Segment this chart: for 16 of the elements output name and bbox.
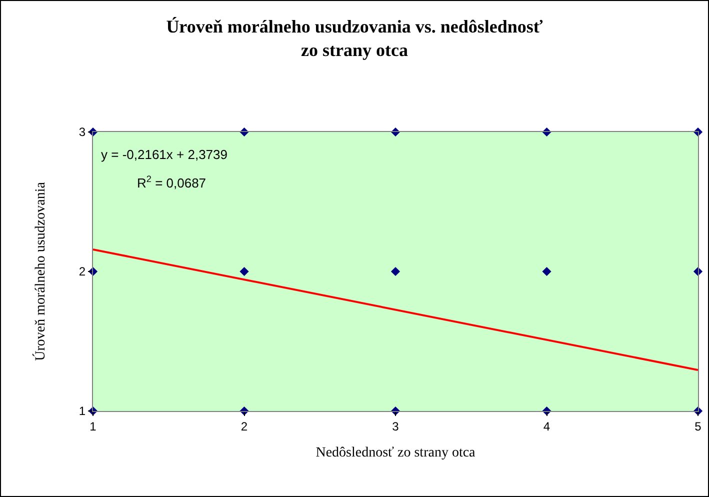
x-axis-title: Nedôslednosť zo strany otca: [316, 446, 476, 461]
annotation: y = -0,2161x + 2,3739: [101, 147, 228, 162]
point: [240, 266, 249, 276]
annotation: R$^{2}$ = 0,0687: [137, 174, 206, 190]
x-tick-label: 1: [90, 419, 97, 434]
y-tick-label: 2: [78, 264, 86, 279]
y-tick-label: 1: [78, 404, 86, 418]
point: [390, 266, 400, 276]
chart-title: Úroveň morálneho usudzovania vs. nedôslednosť zo strany otca: [166, 16, 544, 60]
x-tick-label: 4: [543, 419, 550, 434]
y-axis-title: Úroveň morálneho usudzovania: [32, 181, 49, 361]
x-tick-label: 2: [240, 419, 248, 434]
x-tick-label: 5: [694, 419, 702, 434]
y-tick-label: 3: [78, 125, 86, 140]
x-tick-label: 3: [392, 419, 400, 434]
point: [542, 266, 552, 276]
